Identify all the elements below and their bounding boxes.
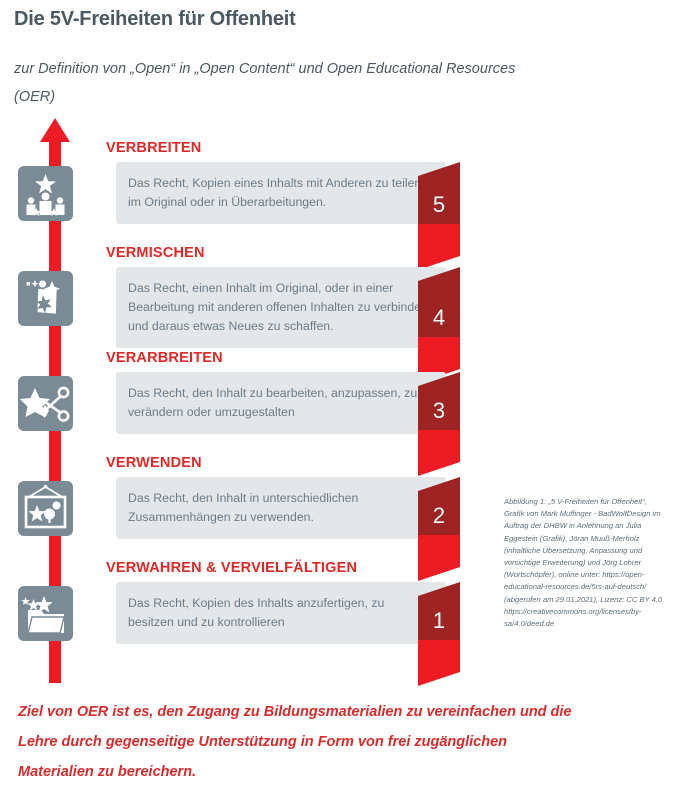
- closing-statement: Ziel von OER ist es, den Zugang zu Bildu…: [18, 704, 572, 780]
- item-description: Das Recht, einen Inhalt im Original, ode…: [128, 281, 428, 333]
- item-description-box: Das Recht, Kopien des Inhalts anzufertig…: [116, 582, 446, 644]
- page-title: Die 5V-Freiheiten für Offenheit: [14, 8, 296, 30]
- item-title: VERWAHREN & VERVIELFÄLTIGEN: [106, 560, 358, 576]
- number-ribbon: 3: [418, 372, 460, 476]
- item-description-box: Das Recht, einen Inhalt im Original, ode…: [116, 267, 446, 348]
- ribbon-tail: [418, 535, 460, 581]
- item-number: 3: [432, 398, 446, 423]
- number-ribbon: 2: [418, 477, 460, 581]
- item-title: VERMISCHEN: [106, 245, 205, 261]
- folder-stars-icon: [18, 586, 73, 641]
- scissors-star-icon: [18, 376, 73, 431]
- item-number: 2: [432, 503, 446, 528]
- picture-frame-icon: [18, 481, 73, 536]
- item-number: 4: [432, 305, 446, 330]
- item-title: VERARBREITEN: [106, 350, 223, 366]
- item-number: 1: [432, 608, 446, 633]
- item-description-box: Das Recht, den Inhalt zu bearbeiten, anz…: [116, 372, 446, 434]
- tag-sparkle-icon: [18, 271, 73, 326]
- ribbon-tail: [418, 224, 460, 270]
- item-description: Das Recht, Kopien des Inhalts anzufertig…: [128, 596, 385, 629]
- item-description: Das Recht, Kopien eines Inhalts mit Ande…: [128, 176, 425, 209]
- item-description: Das Recht, den Inhalt zu bearbeiten, anz…: [128, 386, 418, 419]
- item-number: 5: [432, 192, 446, 217]
- number-ribbon: 5: [418, 162, 460, 270]
- arrow-head-icon: [40, 118, 70, 142]
- item-description-box: Das Recht, Kopien eines Inhalts mit Ande…: [116, 162, 446, 224]
- number-ribbon: 4: [418, 267, 460, 383]
- ribbon-tail: [418, 430, 460, 476]
- people-star-icon: [18, 166, 73, 221]
- page-subtitle: zur Definition von „Open“ in „Open Conte…: [14, 61, 516, 105]
- ribbon-tail: [418, 640, 460, 686]
- item-description-box: Das Recht, den Inhalt in unterschiedlich…: [116, 477, 446, 539]
- item-title: VERWENDEN: [106, 455, 202, 471]
- item-title: VERBREITEN: [106, 140, 202, 156]
- number-ribbon: 1: [418, 582, 460, 686]
- figure-caption: Abbildung 1: „5 V-Freiheiten für Offenhe…: [504, 497, 663, 629]
- item-description: Das Recht, den Inhalt in unterschiedlich…: [128, 491, 359, 524]
